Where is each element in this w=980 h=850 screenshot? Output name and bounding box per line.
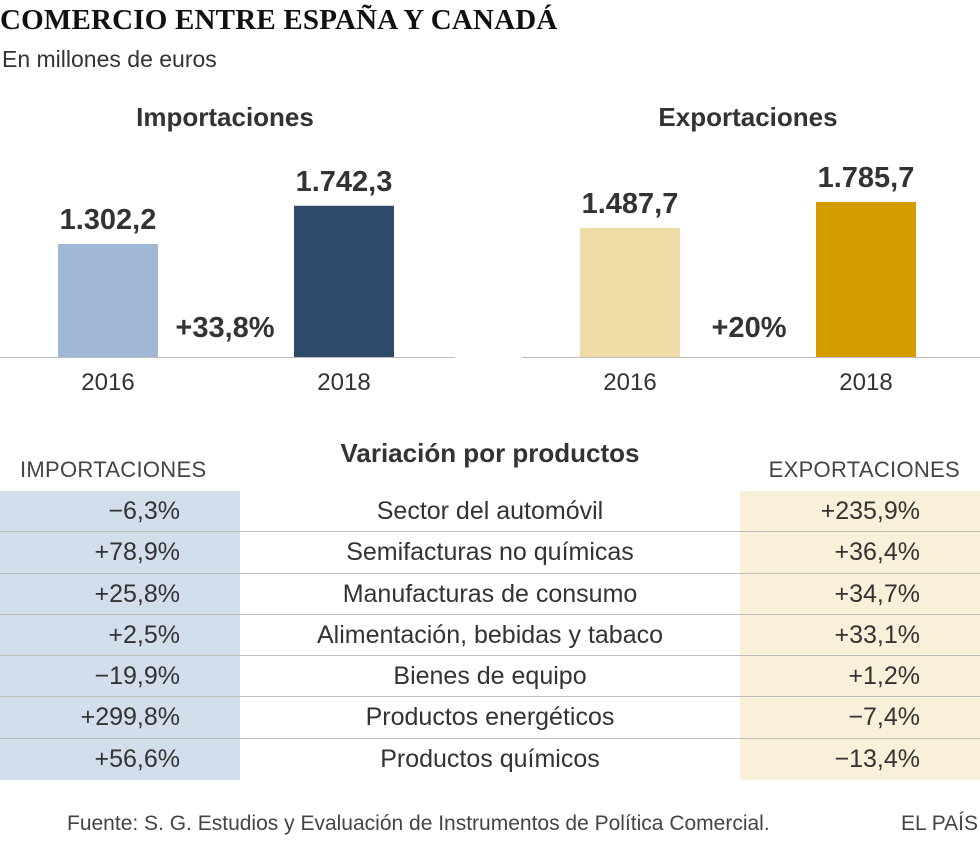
bar-value-label: 1.302,2 (60, 204, 157, 236)
product-table: −6,3% Sector del automóvil +235,9% +78,9… (0, 491, 980, 780)
export-change: +33,1% (834, 620, 921, 649)
imports-column-background (0, 491, 240, 780)
table-row: +25,8% Manufacturas de consumo +34,7% (0, 574, 980, 615)
x-tick-label: 2018 (839, 369, 892, 396)
source-note: Fuente: S. G. Estudios y Evaluación de I… (67, 812, 770, 835)
table-row: +2,5% Alimentación, bebidas y tabaco +33… (0, 615, 980, 657)
table-row: +56,6% Productos químicos −13,4% (0, 739, 980, 780)
product-name: Manufacturas de consumo (342, 579, 638, 608)
import-change: −19,9% (94, 662, 181, 691)
import-change: +25,8% (94, 579, 181, 608)
change-percentage-label: +20% (712, 312, 787, 344)
product-name: Productos energéticos (365, 703, 615, 732)
product-name: Sector del automóvil (376, 497, 604, 525)
table-row: −6,3% Sector del automóvil +235,9% (0, 491, 980, 533)
bar-2016 (580, 227, 680, 357)
chart-title: COMERCIO ENTRE ESPAÑA Y CANADÁ (0, 4, 558, 36)
product-name: Alimentación, bebidas y tabaco (316, 620, 664, 649)
export-change: −13,4% (834, 744, 921, 773)
imports-column-header: IMPORTACIONES (20, 457, 207, 482)
x-tick-label: 2018 (317, 369, 370, 396)
import-change: +78,9% (94, 538, 181, 567)
export-change: +34,7% (834, 579, 921, 608)
table-row: +299,8% Productos energéticos −7,4% (0, 697, 980, 739)
exports-column-background (740, 491, 980, 780)
product-name: Productos químicos (380, 744, 600, 773)
exports-column-header: EXPORTACIONES (768, 457, 960, 482)
change-percentage-label: +33,8% (175, 312, 274, 344)
table-row: −19,9% Bienes de equipo +1,2% (0, 656, 980, 698)
exports-panel-title: Exportaciones (658, 102, 838, 132)
bar-value-label: 1.742,3 (296, 166, 393, 198)
export-change: −7,4% (848, 703, 920, 732)
import-change: +2,5% (108, 620, 180, 649)
bar-2018 (294, 205, 394, 357)
export-change: +36,4% (834, 538, 921, 567)
x-tick-label: 2016 (603, 369, 656, 396)
bar-2016 (58, 243, 158, 357)
imports-panel-title: Importaciones (136, 102, 314, 132)
bar-value-label: 1.785,7 (818, 162, 915, 194)
import-change: +56,6% (94, 744, 181, 773)
bar-value-label: 1.487,7 (582, 188, 679, 220)
table-title: Variación por productos (340, 438, 640, 468)
import-change: −6,3% (108, 497, 180, 525)
import-change: +299,8% (80, 703, 180, 732)
product-name: Bienes de equipo (393, 662, 587, 691)
table-row: +78,9% Semifacturas no químicas +36,4% (0, 532, 980, 574)
chart-subtitle: En millones de euros (2, 46, 217, 72)
bar-charts: 1.302,2 2016 1.742,3 2018 +33,8% 1.487,7 2016 1… (0, 162, 980, 396)
bar-2018 (816, 202, 916, 357)
product-name: Semifacturas no químicas (346, 538, 634, 567)
brand-logo-text: EL PAÍS (900, 812, 978, 835)
export-change: +235,9% (820, 497, 920, 525)
export-change: +1,2% (848, 662, 920, 691)
x-tick-label: 2016 (81, 369, 134, 396)
